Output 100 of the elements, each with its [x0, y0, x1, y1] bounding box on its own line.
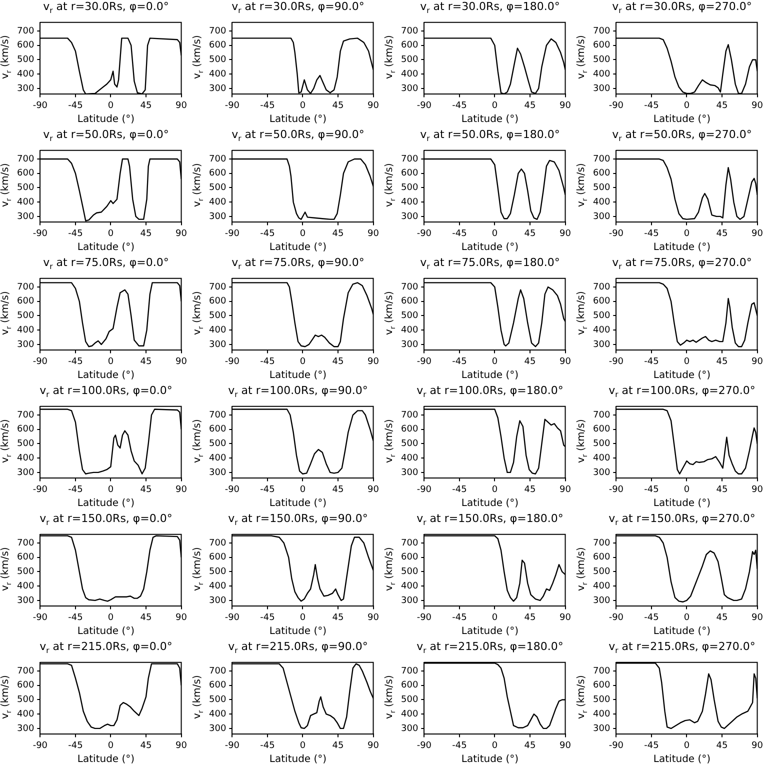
y-tick-label: 400 — [400, 325, 418, 336]
x-tick-label: 45 — [716, 356, 728, 367]
y-tick-label: 700 — [16, 282, 34, 292]
x-tick-label: 0 — [684, 100, 690, 111]
y-tick-label: 300 — [400, 596, 418, 606]
chart-title: v$_{r}$ at r=50.0Rs, φ=180.0° — [419, 128, 561, 144]
y-tick-label: 700 — [592, 282, 610, 292]
x-tick-label: 90 — [176, 740, 188, 751]
x-tick-label: -90 — [32, 100, 48, 111]
x-tick-label: -90 — [32, 356, 48, 367]
y-tick-label: 400 — [400, 453, 418, 464]
y-tick-label: 500 — [208, 311, 226, 322]
x-tick-label: 90 — [560, 612, 572, 623]
x-tick-label: 0 — [300, 612, 306, 623]
x-axis-title: Latitude (°) — [460, 242, 520, 255]
x-tick-label: -45 — [260, 740, 275, 751]
chart-title: v$_{r}$ at r=215.0Rs, φ=270.0° — [608, 640, 756, 656]
y-tick-label: 400 — [400, 709, 418, 720]
x-tick-label: -90 — [32, 484, 48, 495]
chart-title: v$_{r}$ at r=150.0Rs, φ=270.0° — [608, 512, 756, 528]
x-tick-label: 45 — [140, 740, 152, 751]
x-tick-label: -45 — [68, 612, 83, 623]
chart-title: v$_{r}$ at r=30.0Rs, φ=0.0° — [42, 0, 170, 16]
x-tick-label: 90 — [752, 612, 764, 623]
y-tick-label: 500 — [592, 311, 610, 322]
chart-title: v$_{r}$ at r=75.0Rs, φ=270.0° — [611, 256, 753, 272]
x-tick-label: 45 — [140, 100, 152, 111]
y-tick-label: 700 — [16, 26, 34, 36]
x-tick-label: 45 — [716, 228, 728, 239]
y-tick-label: 600 — [208, 680, 226, 691]
x-tick-label: -90 — [224, 484, 240, 495]
chart-title: v$_{r}$ at r=150.0Rs, φ=0.0° — [38, 512, 174, 528]
y-tick-label: 300 — [400, 212, 418, 222]
y-tick-label: 300 — [208, 724, 226, 734]
x-tick-label: -45 — [644, 100, 659, 111]
x-tick-label: -90 — [608, 612, 624, 623]
x-tick-label: -90 — [416, 228, 432, 239]
x-tick-label: 90 — [368, 228, 380, 239]
x-tick-label: 0 — [300, 228, 306, 239]
y-tick-label: 300 — [400, 340, 418, 350]
y-tick-label: 600 — [592, 168, 610, 179]
y-tick-label: 400 — [16, 453, 34, 464]
y-tick-label: 500 — [208, 55, 226, 66]
x-tick-label: -90 — [32, 612, 48, 623]
x-tick-label: -90 — [416, 740, 432, 751]
x-tick-label: 0 — [108, 100, 114, 111]
x-tick-label: -45 — [644, 484, 659, 495]
x-tick-label: -45 — [68, 356, 83, 367]
chart-title: v$_{r}$ at r=75.0Rs, φ=0.0° — [42, 256, 170, 272]
y-tick-label: 500 — [592, 183, 610, 194]
x-tick-label: 0 — [684, 740, 690, 751]
x-tick-label: -45 — [452, 740, 467, 751]
y-tick-label: 700 — [16, 538, 34, 548]
y-tick-label: 700 — [208, 538, 226, 548]
x-tick-label: 0 — [300, 740, 306, 751]
chart-title: v$_{r}$ at r=215.0Rs, φ=0.0° — [38, 640, 174, 656]
x-tick-label: 90 — [368, 100, 380, 111]
x-axis-title: Latitude (°) — [652, 114, 712, 127]
y-tick-label: 600 — [400, 40, 418, 51]
y-tick-label: 300 — [592, 84, 610, 94]
chart-title: v$_{r}$ at r=100.0Rs, φ=180.0° — [416, 384, 564, 400]
x-tick-label: -90 — [416, 484, 432, 495]
x-tick-label: -45 — [644, 612, 659, 623]
y-tick-label: 500 — [16, 567, 34, 578]
y-tick-label: 400 — [208, 69, 226, 80]
y-tick-label: 500 — [400, 55, 418, 66]
chart-title: v$_{r}$ at r=50.0Rs, φ=0.0° — [42, 128, 170, 144]
y-tick-label: 600 — [592, 424, 610, 435]
x-tick-label: 90 — [752, 356, 764, 367]
chart-title: v$_{r}$ at r=50.0Rs, φ=270.0° — [611, 128, 753, 144]
x-tick-label: -45 — [68, 100, 83, 111]
x-tick-label: -90 — [608, 356, 624, 367]
x-axis-title: Latitude (°) — [268, 114, 328, 127]
y-tick-label: 700 — [208, 666, 226, 676]
y-tick-label: 700 — [400, 410, 418, 420]
x-tick-label: 45 — [332, 484, 344, 495]
x-axis-title: Latitude (°) — [268, 754, 328, 767]
y-tick-label: 600 — [592, 296, 610, 307]
x-tick-label: 45 — [716, 740, 728, 751]
y-tick-label: 500 — [208, 439, 226, 450]
x-tick-label: 90 — [368, 356, 380, 367]
x-tick-label: -45 — [260, 484, 275, 495]
x-tick-label: 90 — [176, 356, 188, 367]
x-tick-label: -90 — [608, 740, 624, 751]
x-tick-label: 90 — [752, 100, 764, 111]
x-tick-label: -90 — [224, 612, 240, 623]
y-tick-label: 400 — [400, 581, 418, 592]
y-tick-label: 300 — [208, 212, 226, 222]
y-tick-label: 700 — [592, 666, 610, 676]
x-axis-title: Latitude (°) — [76, 370, 136, 383]
x-tick-label: 90 — [752, 228, 764, 239]
y-tick-label: 300 — [592, 724, 610, 734]
x-axis-title: Latitude (°) — [652, 498, 712, 511]
y-tick-label: 400 — [208, 325, 226, 336]
y-tick-label: 400 — [208, 453, 226, 464]
y-tick-label: 300 — [208, 468, 226, 478]
y-tick-label: 700 — [400, 26, 418, 36]
y-tick-label: 500 — [16, 695, 34, 706]
chart-title: v$_{r}$ at r=150.0Rs, φ=180.0° — [416, 512, 564, 528]
x-tick-label: 45 — [716, 484, 728, 495]
